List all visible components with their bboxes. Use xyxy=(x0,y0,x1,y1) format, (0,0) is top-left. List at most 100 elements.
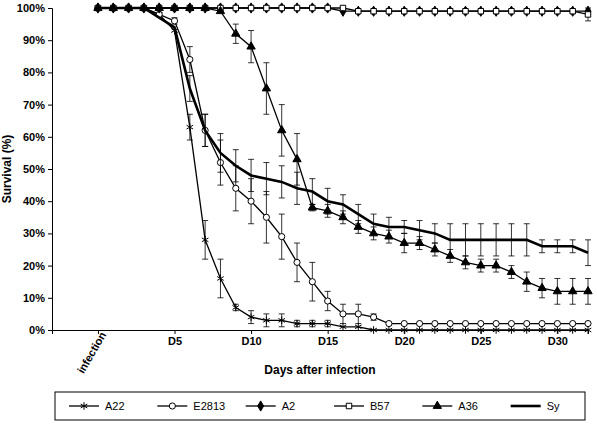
error-bar xyxy=(447,224,453,256)
marker xyxy=(325,298,331,304)
x-tick: D10 xyxy=(241,330,261,347)
series xyxy=(95,3,591,16)
marker xyxy=(478,320,484,326)
y-tick-mark xyxy=(48,105,52,106)
legend-label: E2813 xyxy=(193,400,225,412)
marker xyxy=(585,12,590,17)
marker xyxy=(325,3,331,13)
y-tick-mark xyxy=(48,8,52,9)
marker xyxy=(371,314,377,320)
x-axis-title: Days after infection xyxy=(264,363,375,377)
error-bar xyxy=(263,192,269,244)
marker xyxy=(477,261,485,268)
marker xyxy=(554,6,560,16)
marker xyxy=(309,320,316,328)
marker xyxy=(370,326,377,334)
error-bar xyxy=(371,314,377,320)
marker xyxy=(247,42,255,49)
y-tick: 80% xyxy=(23,66,52,78)
marker xyxy=(386,6,392,16)
marker xyxy=(538,283,546,290)
legend-marker xyxy=(346,403,351,408)
marker xyxy=(554,326,561,334)
legend-box xyxy=(55,392,585,420)
marker xyxy=(585,6,591,16)
error-bar xyxy=(217,134,223,173)
marker xyxy=(248,313,255,321)
error-bar xyxy=(233,150,239,182)
error-bar xyxy=(294,320,300,326)
error-bar xyxy=(309,179,315,205)
x-tick-label: D30 xyxy=(548,335,568,347)
x-tick-mark xyxy=(251,330,252,334)
y-tick-mark xyxy=(48,233,52,234)
error-bar xyxy=(263,163,269,195)
marker xyxy=(371,6,377,16)
marker xyxy=(570,320,576,326)
error-bar xyxy=(570,240,576,253)
y-tick: 90% xyxy=(23,34,52,46)
marker xyxy=(462,326,469,334)
marker xyxy=(294,259,300,265)
series-line xyxy=(98,8,588,253)
marker xyxy=(492,261,500,268)
y-tick-mark xyxy=(48,72,52,73)
error-bar xyxy=(279,214,285,259)
marker xyxy=(416,326,423,334)
marker xyxy=(554,320,560,326)
y-axis: 0%10%20%30%40%50%60%70%80%90%100% xyxy=(17,2,53,336)
marker xyxy=(386,326,393,334)
error-bar xyxy=(187,47,193,73)
error-bar xyxy=(202,114,208,146)
marker xyxy=(170,3,178,10)
marker xyxy=(447,326,454,334)
marker xyxy=(232,304,239,312)
error-bar xyxy=(309,262,315,301)
marker xyxy=(432,326,439,334)
x-tick: D5 xyxy=(168,330,182,347)
y-tick-mark xyxy=(48,201,52,202)
marker xyxy=(539,6,545,16)
y-tick-mark xyxy=(48,298,52,299)
marker xyxy=(569,326,576,334)
error-bar xyxy=(248,311,254,324)
marker xyxy=(232,29,240,36)
error-bar xyxy=(539,240,545,253)
marker xyxy=(463,8,468,13)
error-bar xyxy=(279,314,285,327)
error-bar xyxy=(417,221,423,240)
marker xyxy=(263,3,269,13)
error-bar xyxy=(478,224,484,256)
legend-entry: A36 xyxy=(422,400,478,412)
x-tick-label: D15 xyxy=(318,335,338,347)
marker xyxy=(340,5,345,10)
error-bar xyxy=(554,240,560,253)
x-tick-label: D20 xyxy=(395,335,415,347)
error-bar xyxy=(325,188,331,214)
marker xyxy=(432,320,438,326)
marker xyxy=(279,5,284,10)
x-tick-label: D5 xyxy=(168,335,182,347)
marker xyxy=(263,317,270,325)
marker xyxy=(401,8,406,13)
marker xyxy=(493,320,499,326)
x-axis-line xyxy=(53,331,589,335)
marker xyxy=(294,3,300,13)
marker xyxy=(187,56,193,62)
marker xyxy=(478,6,484,16)
y-tick-label: 40% xyxy=(23,195,45,207)
error-bar xyxy=(462,224,468,256)
error-bar xyxy=(187,76,193,102)
marker xyxy=(371,8,376,13)
marker xyxy=(186,3,194,10)
marker xyxy=(523,277,531,284)
marker xyxy=(431,245,439,252)
legend-label: A36 xyxy=(458,400,478,412)
error-bar xyxy=(432,224,438,243)
marker xyxy=(508,326,515,334)
y-tick-label: 10% xyxy=(23,292,45,304)
y-tick-label: 0% xyxy=(29,324,45,336)
x-tick-label: D10 xyxy=(241,335,261,347)
y-tick-mark xyxy=(48,137,52,138)
series xyxy=(98,8,591,266)
